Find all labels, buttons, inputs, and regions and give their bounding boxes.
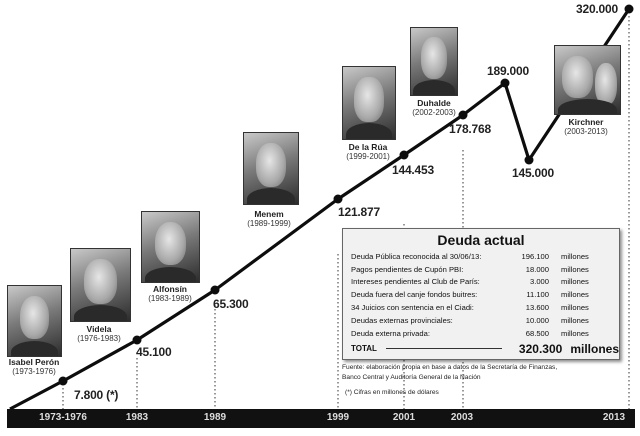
axis-label-1999: 1999 (326, 412, 350, 423)
photo-kirchner (554, 45, 621, 115)
president-name: Isabel Perón (8, 357, 60, 367)
president-period: (1983-1989) (148, 294, 192, 303)
debt-row-unit: millones (561, 328, 589, 338)
president-name: Kirchner (568, 117, 604, 127)
president-period: (1976-1983) (77, 334, 121, 343)
debt-row-amount: 18.000 (525, 264, 549, 274)
caption-menem: Menem (1989-1999) (247, 209, 291, 229)
value-label-1989: 65.300 (213, 297, 249, 311)
point-dip (524, 155, 534, 165)
point-1973 (58, 376, 68, 386)
photo-isabel-peron (7, 285, 62, 357)
caption-de-la-rua: De la Rúa (1999-2001) (346, 142, 390, 162)
point-1989 (210, 285, 220, 295)
source-note-line2: Banco Central y Auditoría General de la … (342, 374, 481, 381)
value-label-2013: 320.000 (576, 2, 618, 16)
president-period: (1973-1976) (12, 367, 56, 376)
unit-note: (*) Cifras en millones de dólares (345, 389, 439, 396)
photo-duhalde (410, 27, 458, 96)
president-name: Duhalde (417, 98, 451, 108)
value-label-2003: 178.768 (449, 122, 491, 136)
debt-row: Deuda Pública reconocida al 30/06/13: 19… (343, 250, 619, 263)
debt-row-unit: millones (561, 251, 589, 261)
president-name: De la Rúa (348, 142, 388, 152)
photo-videla (70, 248, 131, 322)
debt-row: Deuda externa privada: 68.500 millones (343, 327, 619, 340)
debt-row-label: Deuda Pública reconocida al 30/06/13: (351, 251, 482, 261)
debt-row: Deudas externas provinciales: 10.000 mil… (343, 314, 619, 327)
value-label-2001: 144.453 (392, 163, 434, 177)
value-label-1999: 121.877 (338, 205, 380, 219)
president-period: (2002-2003) (412, 108, 456, 117)
president-name: Menem (254, 209, 284, 219)
debt-line (9, 8, 631, 411)
axis-label-2013: 2013 (602, 412, 626, 423)
debt-row-label: Deudas externas provinciales: (351, 315, 453, 325)
axis-label-1973-1976: 1973-1976 (39, 412, 87, 423)
president-period: (1999-2001) (346, 152, 390, 161)
source-note-line1: Fuente: elaboración propia en base a dat… (342, 364, 558, 371)
value-label-peak: 189.000 (487, 64, 529, 78)
president-period: (1989-1999) (247, 219, 291, 228)
caption-duhalde: Duhalde (2002-2003) (412, 98, 456, 118)
debt-row-amount: 3.000 (529, 277, 549, 287)
point-1999 (333, 194, 343, 204)
debt-row-amount: 13.600 (525, 303, 549, 313)
president-period: (2003-2013) (564, 127, 608, 136)
debt-row-label: Intereses pendientes al Club de París: (351, 277, 480, 287)
caption-isabel-peron: Isabel Perón (1973-1976) (9, 357, 60, 377)
debt-row: Deuda fuera del canje fondos buitres: 11… (343, 288, 619, 301)
debt-row-label: Deuda fuera del canje fondos buitres: (351, 290, 478, 300)
data-points (58, 4, 634, 386)
debt-row-amount: 68.500 (525, 328, 549, 338)
point-2003 (458, 110, 468, 120)
debt-total-row: TOTAL 320.300 millones (343, 342, 619, 356)
debt-row-unit: millones (561, 264, 589, 274)
president-name: Videla (86, 324, 112, 334)
president-name: Alfonsín (153, 284, 187, 294)
debt-row-unit: millones (561, 303, 589, 313)
debt-row-amount: 10.000 (525, 315, 549, 325)
caption-alfonsin: Alfonsín (1983-1989) (148, 284, 192, 304)
value-label-1973: 7.800 (*) (74, 388, 119, 402)
debt-total-rule (386, 348, 502, 350)
caption-kirchner: Kirchner (2003-2013) (564, 117, 608, 137)
value-label-1983: 45.100 (136, 345, 172, 359)
debt-row-amount: 11.100 (526, 290, 549, 300)
debt-row: 34 Juicios con sentencia en el Ciadi: 13… (343, 301, 619, 314)
point-peak (500, 78, 510, 88)
caption-videla: Videla (1976-1983) (77, 324, 121, 344)
debt-total-label: TOTAL (351, 344, 377, 354)
debt-row: Pagos pendientes de Cupón PBI: 18.000 mi… (343, 263, 619, 276)
photo-de-la-rua (342, 66, 396, 140)
debt-row-unit: millones (561, 277, 589, 287)
photo-alfonsin (141, 211, 200, 283)
debt-total-unit: millones (570, 341, 619, 356)
timeline-axis-bar (7, 409, 635, 428)
point-2013 (624, 4, 634, 14)
axis-label-2001: 2001 (392, 412, 416, 423)
point-2001 (399, 150, 409, 160)
debt-row-unit: millones (561, 315, 589, 325)
debt-row-label: 34 Juicios con sentencia en el Ciadi: (351, 303, 474, 313)
debt-row-label: Pagos pendientes de Cupón PBI: (351, 264, 464, 274)
photo-menem (243, 132, 299, 205)
debt-row-amount: 196.100 (521, 251, 549, 261)
axis-label-2003: 2003 (450, 412, 474, 423)
debt-table-title: Deuda actual (437, 232, 525, 248)
axis-label-1989: 1989 (203, 412, 227, 423)
debt-row-unit: millones (561, 290, 589, 300)
debt-row-label: Deuda externa privada: (351, 328, 430, 338)
axis-label-1983: 1983 (125, 412, 149, 423)
debt-total-amount: 320.300 (518, 341, 563, 356)
debt-row: Intereses pendientes al Club de París: 3… (343, 276, 619, 289)
point-1983 (132, 335, 142, 345)
current-debt-table: Deuda actual Deuda Pública reconocida al… (342, 228, 620, 360)
value-label-dip: 145.000 (512, 166, 554, 180)
